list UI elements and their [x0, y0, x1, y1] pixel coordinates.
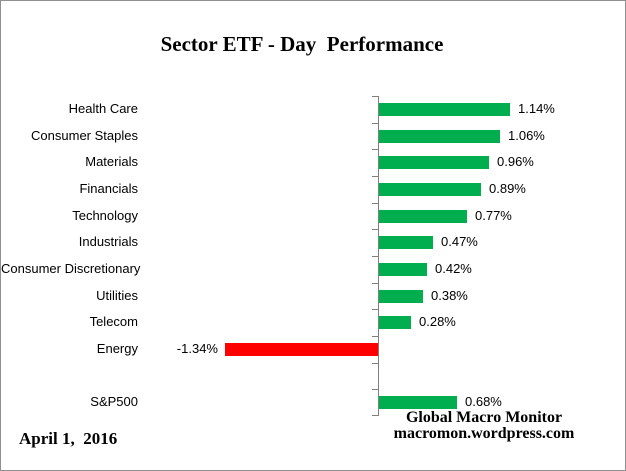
value-label: 0.68% — [465, 394, 502, 410]
value-label: 1.06% — [508, 127, 545, 143]
value-label: 0.38% — [431, 287, 468, 303]
value-label: -1.34% — [176, 341, 218, 356]
category-label: Technology — [72, 207, 138, 223]
category-label: Financials — [79, 181, 138, 196]
bar-positive — [379, 396, 457, 409]
category-label: Consumer Discretionary — [1, 261, 141, 276]
value-label: 0.77% — [475, 207, 512, 223]
footer-brand: Global Macro Monitor — [405, 409, 563, 426]
bar-positive — [379, 130, 500, 143]
axis-tick — [372, 176, 378, 177]
bar-positive — [379, 183, 481, 196]
footer-attribution: Global Macro Monitor macromon.wordpress.… — [384, 410, 584, 442]
axis-tick — [372, 256, 378, 257]
category-label: Health Care — [68, 101, 138, 116]
axis-tick — [372, 309, 378, 310]
value-label: 0.47% — [441, 234, 478, 250]
bar-positive — [379, 263, 427, 276]
bar-positive — [379, 103, 510, 116]
axis-tick — [372, 149, 378, 150]
category-label: Utilities — [96, 287, 138, 303]
category-label: S&P500 — [90, 394, 138, 410]
axis-tick — [372, 363, 378, 364]
category-label: Industrials — [78, 234, 138, 250]
date-label: April 1, 2016 — [19, 429, 118, 448]
y-axis-line — [378, 96, 379, 416]
bar-positive — [379, 156, 489, 169]
value-label: 1.14% — [518, 101, 555, 116]
category-label: Materials — [85, 154, 138, 170]
chart-title: Sector ETF - Day Performance — [160, 32, 444, 56]
axis-tick — [372, 336, 378, 337]
axis-tick — [372, 389, 378, 390]
bar-positive — [379, 210, 467, 223]
axis-tick — [372, 283, 378, 284]
value-label: 0.89% — [489, 181, 526, 196]
value-label: 0.42% — [435, 261, 472, 276]
category-label: Telecom — [89, 314, 138, 330]
bar-chart: Health Care 1.14% Consumer Staples 1.06% Mat… — [1, 96, 625, 416]
value-label: 0.28% — [419, 314, 456, 330]
axis-tick — [372, 96, 378, 97]
bar-positive — [379, 316, 411, 329]
footer-url: macromon.wordpress.com — [393, 425, 575, 442]
axis-tick — [372, 415, 378, 416]
axis-tick — [372, 123, 378, 124]
category-label: Consumer Staples — [31, 127, 138, 143]
bar-negative — [225, 343, 378, 356]
axis-tick — [372, 203, 378, 204]
bar-positive — [379, 290, 423, 303]
axis-tick — [372, 229, 378, 230]
bar-positive — [379, 236, 433, 249]
value-label: 0.96% — [497, 154, 534, 170]
category-label: Energy — [96, 341, 138, 356]
